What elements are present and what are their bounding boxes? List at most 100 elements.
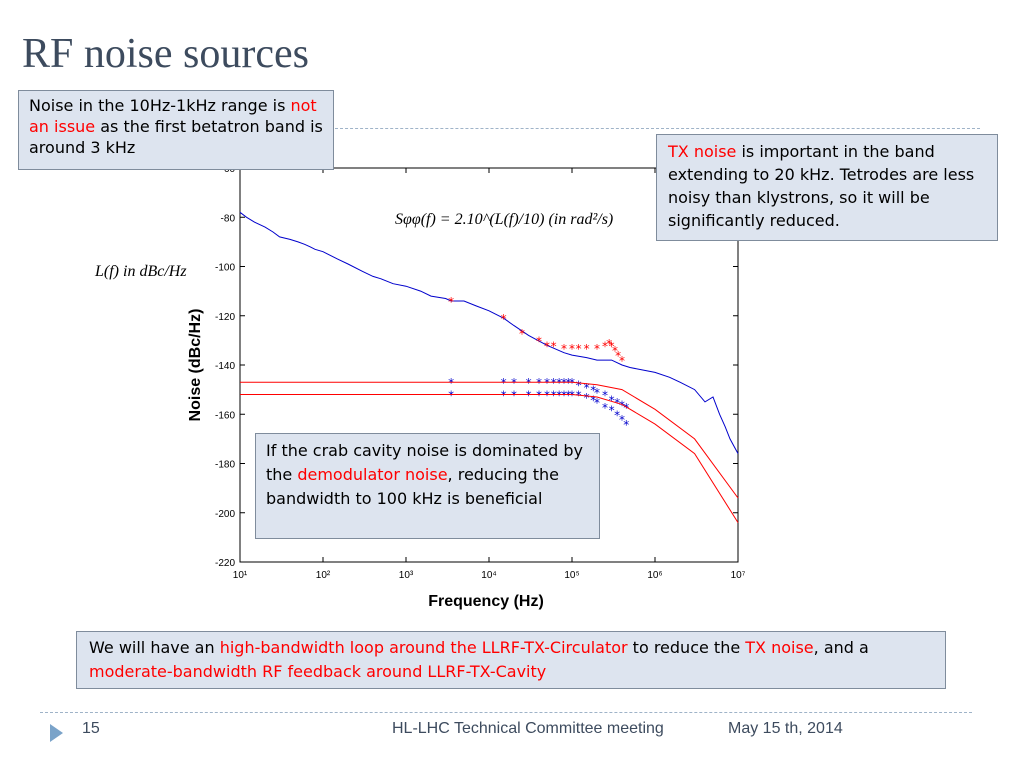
x-tick-label: 10⁷	[731, 570, 746, 581]
series-2-point: *	[565, 376, 571, 390]
series-1-point: *	[594, 342, 600, 356]
series-3-point: *	[602, 401, 608, 415]
series-2-point: *	[526, 376, 532, 390]
series-1-point: *	[576, 342, 582, 356]
series-3-point: *	[544, 389, 550, 403]
series-3-point: *	[623, 418, 629, 432]
series-2-point: *	[602, 389, 608, 403]
series-layer: **** * * * * * * * ******* * * * * * * **** * * ** * * **** * *…	[239, 211, 739, 523]
page-number: 15	[82, 720, 100, 737]
series-2-point: *	[551, 376, 557, 390]
y-tick-label: -220	[215, 558, 235, 569]
y-tick-label: -140	[215, 361, 235, 372]
x-tick-label: 10³	[399, 570, 414, 581]
series-3-point: *	[590, 393, 596, 407]
series-5-line	[240, 394, 739, 523]
series-3-point: *	[556, 389, 562, 403]
note-conclusion: We will have an high-bandwidth loop arou…	[76, 631, 946, 689]
series-1-point: *	[569, 342, 575, 356]
y-tick-label: -120	[215, 312, 235, 323]
series-1-point: *	[561, 342, 567, 356]
series-2-point: *	[623, 401, 629, 415]
series-3-point: *	[609, 403, 615, 417]
series-1-point: *	[619, 354, 625, 368]
series-4-line	[240, 381, 739, 499]
series-3-point: *	[565, 389, 571, 403]
note-highlight: high-bandwidth loop around the LLRF-TX-C…	[219, 638, 628, 657]
y-tick-label: -160	[215, 410, 235, 421]
footer-meeting: HL-LHC Technical Committee meeting	[392, 720, 664, 737]
x-tick-label: 10⁴	[481, 570, 496, 581]
x-axis-label: Frequency (Hz)	[428, 593, 544, 610]
series-1-point: *	[448, 295, 454, 309]
note-tx-noise: TX noise is important in the band extend…	[656, 134, 998, 241]
series-2-point: *	[536, 376, 542, 390]
x-tick-label: 10²	[316, 570, 331, 581]
series-2-point: *	[584, 381, 590, 395]
note-text: We will have an	[89, 638, 220, 657]
top-divider	[330, 128, 980, 129]
note-text: Noise in the 10Hz-1kHz range is	[29, 96, 291, 115]
y-tick-label: -180	[215, 460, 235, 471]
note-text: to reduce the	[627, 638, 746, 657]
series-1-point: *	[501, 312, 507, 326]
series-3-point: *	[594, 396, 600, 410]
y-axis-label: Noise (dBc/Hz)	[187, 309, 204, 422]
series-2-point: *	[561, 376, 567, 390]
note-text: , reducing the bandwidth to 100 kHz is b…	[266, 465, 559, 508]
series-1-point: *	[602, 339, 608, 353]
series-1-point: *	[584, 342, 590, 356]
series-2-point: *	[569, 376, 575, 390]
y-tick-label: -200	[215, 509, 235, 520]
note-crab-cavity: If the crab cavity noise is dominated by…	[255, 433, 600, 539]
series-1-point: *	[612, 344, 618, 358]
series-2-point: *	[511, 376, 517, 390]
note-highlight: demodulator noise	[297, 465, 448, 484]
note-highlight: TX noise	[668, 142, 737, 161]
series-1-point: *	[544, 339, 550, 353]
series-3-point: *	[619, 413, 625, 427]
series-1-point: *	[615, 349, 621, 363]
note-noise-range: Noise in the 10Hz-1kHz range is not an i…	[18, 90, 334, 170]
series-2-point: *	[590, 384, 596, 398]
footer-date: May 15 th, 2014	[728, 720, 843, 737]
series-3-point: *	[511, 389, 517, 403]
formula-sphi: Sφφ(f) = 2.10^(L(f)/10) (in rad²/s)	[395, 211, 613, 228]
series-3-point: *	[536, 389, 542, 403]
triangle-bullet-icon	[50, 724, 63, 742]
slide-title: RF noise sources	[22, 31, 309, 77]
series-3-point: *	[561, 389, 567, 403]
note-highlight: not an issue	[29, 96, 317, 136]
note-highlight: moderate-bandwidth RF feedback around LL…	[89, 662, 547, 681]
bottom-divider	[40, 712, 972, 713]
series-1-point: *	[609, 339, 615, 353]
series-2-point: *	[556, 376, 562, 390]
series-3-point: *	[501, 389, 507, 403]
series-2-point: *	[594, 386, 600, 400]
series-2-point: *	[544, 376, 550, 390]
series-3-point: *	[584, 391, 590, 405]
x-tick-label: 10⁶	[647, 570, 662, 581]
series-1-point: *	[606, 337, 612, 351]
note-text: If the crab cavity noise is dominated by…	[266, 441, 583, 484]
series-2-point: *	[576, 379, 582, 393]
series-2-point: *	[501, 376, 507, 390]
note-highlight: TX noise	[745, 638, 814, 657]
series-0-line	[239, 211, 739, 454]
series-3-point: *	[569, 389, 575, 403]
note-text: as the first betatron band is around 3 k…	[29, 117, 323, 157]
series-1-point: *	[536, 334, 542, 348]
series-3-point: *	[526, 389, 532, 403]
y-tick-label: -80	[221, 213, 236, 224]
note-text: is important in the band extending to 20…	[668, 142, 975, 230]
y-tick-label: -100	[215, 263, 235, 274]
series-2-point: *	[609, 393, 615, 407]
series-3-point: *	[448, 389, 454, 403]
series-3-point: *	[551, 389, 557, 403]
series-1-point: *	[519, 327, 525, 341]
series-3-point: *	[614, 408, 620, 422]
series-1-point: *	[551, 339, 557, 353]
series-2-point: *	[448, 376, 454, 390]
x-tick-label: 10¹	[233, 570, 248, 581]
series-2-point: *	[619, 398, 625, 412]
